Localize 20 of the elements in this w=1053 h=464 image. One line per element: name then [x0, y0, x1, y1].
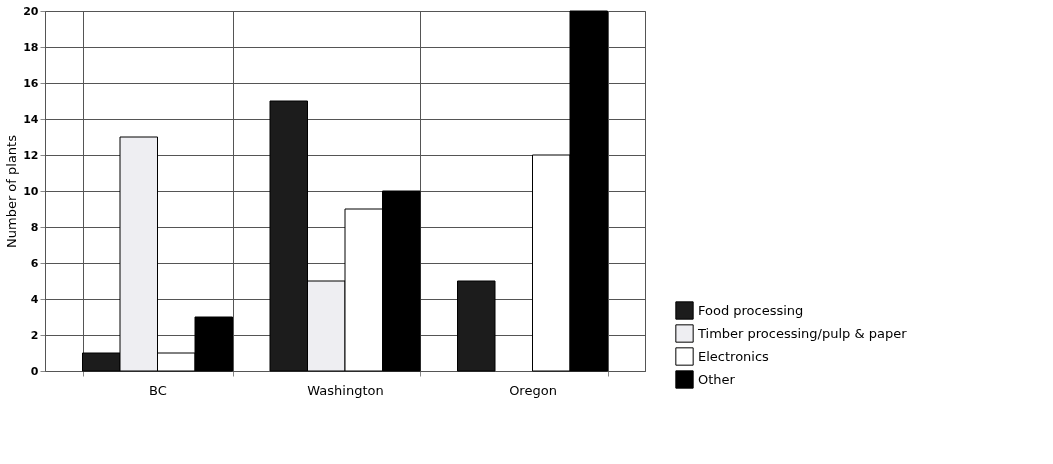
- legend-label: Timber processing/pulp & paper: [697, 325, 908, 341]
- x-tick-label: Washington: [307, 382, 384, 398]
- y-tick-label: 10: [23, 184, 39, 198]
- x-tick-label: Oregon: [509, 382, 557, 398]
- y-tick-label: 2: [30, 328, 39, 342]
- y-tick-label: 18: [23, 40, 39, 54]
- y-tick-label: 8: [30, 220, 39, 234]
- y-tick-label: 14: [23, 112, 39, 126]
- y-tick-label: 12: [23, 148, 39, 162]
- y-tick-label: 0: [30, 364, 39, 378]
- y-tick-label: 16: [23, 76, 39, 90]
- y-tick-label: 4: [30, 292, 39, 306]
- bar: [457, 280, 496, 372]
- legend-label: Electronics: [698, 348, 770, 364]
- y-tick-label: 6: [30, 256, 39, 270]
- y-tick-label: 20: [23, 4, 39, 18]
- legend-label: Food processing: [698, 302, 804, 318]
- y-axis-title: Number of plants: [4, 134, 20, 248]
- x-tick-label: BC: [149, 382, 167, 398]
- legend-label: Other: [698, 371, 736, 387]
